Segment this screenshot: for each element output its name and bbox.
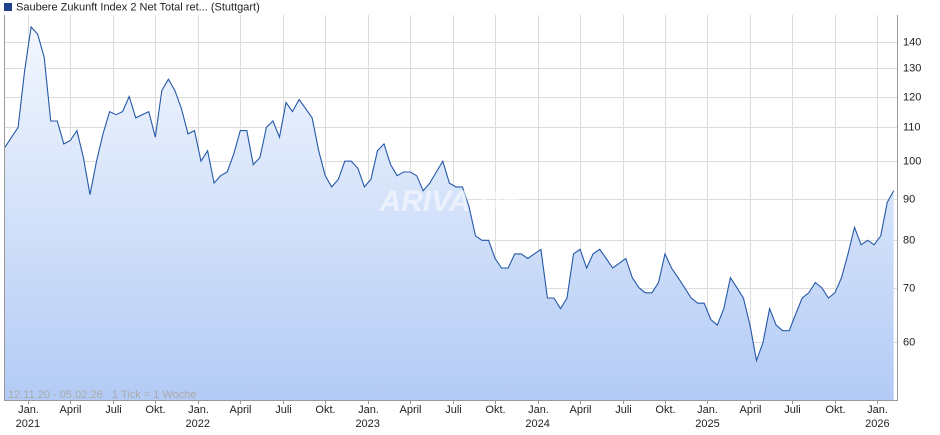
- price-line: [4, 25, 895, 363]
- x-tick-label: Jan.: [188, 404, 209, 416]
- x-tick-label: April: [399, 404, 421, 416]
- x-tick-label: Juli: [445, 404, 462, 416]
- y-tick-label: 80: [903, 234, 915, 246]
- date-range: 12.11.20 - 05.02.26: [8, 389, 103, 401]
- x-year-label: 2021: [16, 418, 40, 430]
- y-tick-label: 130: [903, 62, 921, 74]
- area-fill: [5, 26, 894, 401]
- x-tick-label: April: [739, 404, 761, 416]
- x-year-label: 2023: [355, 418, 379, 430]
- y-tick-label: 70: [903, 282, 915, 294]
- x-tick-label: Jan.: [18, 404, 39, 416]
- watermark: ARIVA.DE: [378, 185, 521, 218]
- x-tick-label: Okt.: [485, 404, 505, 416]
- y-tick-label: 110: [903, 121, 921, 133]
- y-tick-label: 60: [903, 336, 915, 348]
- x-year-label: 2026: [865, 418, 889, 430]
- legend-label: Saubere Zukunft Index 2 Net Total ret...…: [16, 1, 260, 13]
- x-tick-label: Juli: [784, 404, 801, 416]
- y-tick-label: 120: [903, 91, 921, 103]
- tick-note: 1 Tick = 1 Woche: [112, 389, 196, 401]
- y-tick-label: 90: [903, 193, 915, 205]
- x-tick-label: April: [229, 404, 251, 416]
- x-year-label: 2025: [695, 418, 719, 430]
- x-tick-label: Juli: [615, 404, 632, 416]
- x-tick-label: Jan.: [358, 404, 379, 416]
- y-tick-label: 100: [903, 155, 921, 167]
- x-tick-label: Okt.: [825, 404, 845, 416]
- x-tick-label: April: [59, 404, 81, 416]
- x-tick-label: Okt.: [145, 404, 165, 416]
- x-year-label: 2024: [525, 418, 549, 430]
- legend-swatch: [4, 3, 12, 11]
- x-year-label: 2022: [186, 418, 210, 430]
- y-tick-label: 140: [903, 36, 921, 48]
- x-tick-label: April: [569, 404, 591, 416]
- x-tick-label: Juli: [275, 404, 292, 416]
- x-tick-label: Juli: [105, 404, 122, 416]
- x-tick-label: Jan.: [528, 404, 549, 416]
- x-tick-label: Jan.: [697, 404, 718, 416]
- x-tick-label: Jan.: [867, 404, 888, 416]
- x-tick-label: Okt.: [315, 404, 335, 416]
- x-tick-label: Okt.: [655, 404, 675, 416]
